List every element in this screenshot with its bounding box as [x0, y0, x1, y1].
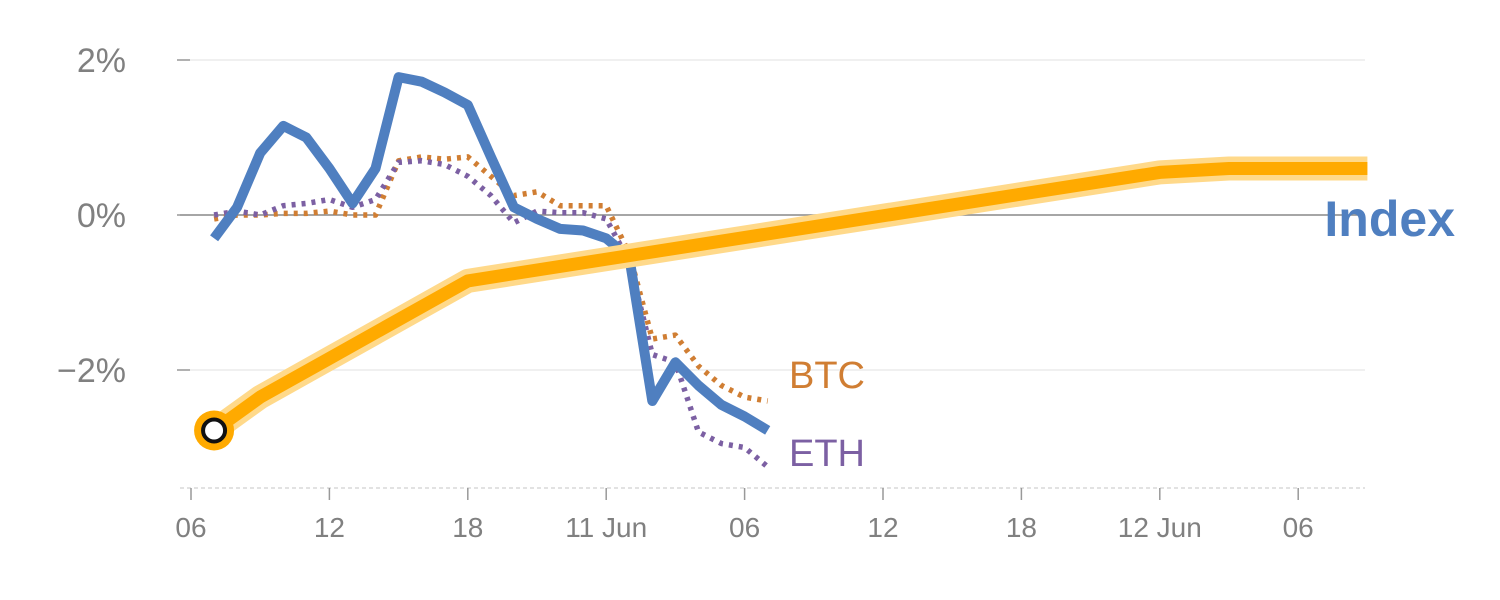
current-marker: [201, 417, 228, 444]
series-layer: [210, 72, 771, 470]
projection-line: [210, 162, 1368, 436]
grid-layer: [180, 59, 1365, 371]
series-label-btc: BTC: [789, 355, 865, 397]
x-tick-label: 12: [314, 512, 345, 543]
y-axis: 2% 0% −2%: [57, 42, 190, 390]
y-tick-label: 2%: [77, 42, 126, 80]
x-tick-label: 18: [1006, 512, 1037, 543]
x-axis: 06 12 18 11 Jun 06 12 18 12 Jun 06: [175, 487, 1365, 543]
y-tick-label: 0%: [77, 197, 126, 235]
x-tick-label: 06: [175, 512, 206, 543]
series-label-eth: ETH: [789, 433, 865, 475]
series-line-eth: [213, 158, 770, 470]
series-line-btc: [213, 154, 769, 404]
series-labels: Index BTC ETH: [789, 191, 1455, 475]
x-tick-label: 18: [452, 512, 483, 543]
x-tick-label: 12 Jun: [1118, 512, 1202, 543]
y-tick-label: −2%: [57, 352, 126, 390]
x-tick-label: 06: [729, 512, 760, 543]
projection-layer: [194, 156, 1368, 451]
x-tick-label: 12: [867, 512, 898, 543]
x-tick-label: 11 Jun: [565, 512, 647, 543]
x-tick-label: 06: [1283, 512, 1314, 543]
series-line-index: [210, 72, 771, 435]
series-label-index: Index: [1324, 191, 1455, 247]
